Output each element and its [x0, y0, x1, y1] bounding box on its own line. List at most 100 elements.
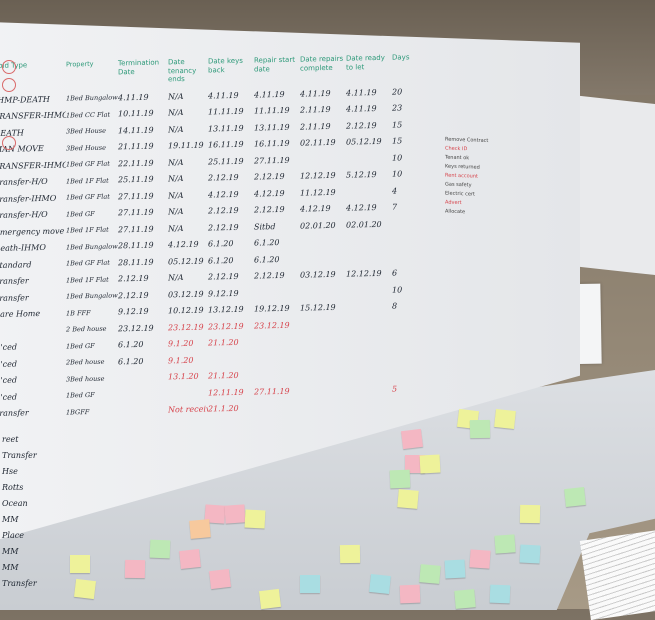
sticky-note [150, 540, 171, 559]
table-cell: 23.12.19 [208, 321, 254, 331]
table-cell [254, 358, 300, 359]
table-cell: 21.1.20 [208, 371, 254, 381]
header-cell: Date ready to let [346, 54, 392, 72]
sticky-note [564, 487, 586, 507]
sticky-note [400, 585, 421, 604]
table-cell: 02.01.20 [346, 219, 392, 229]
table-cell: 2Bed house [66, 358, 118, 367]
side-label: Transfer [2, 448, 37, 464]
table-cell: 4.12.19 [168, 240, 208, 250]
table-cell: Transfer-H/O [0, 177, 66, 188]
sticky-note [494, 534, 515, 553]
table-cell: 27.11.19 [118, 208, 168, 218]
table-cell [346, 356, 392, 357]
side-label: Rotts [2, 480, 37, 496]
sticky-note [420, 454, 441, 473]
table-cell [346, 306, 392, 307]
table-cell [346, 158, 392, 159]
sticky-note [401, 429, 423, 449]
header-cell: Termination Date [118, 58, 168, 76]
table-cell: 1Bed 1F Flat [66, 275, 118, 284]
table-cell [254, 292, 300, 293]
table-cell: Sitbd [254, 221, 300, 231]
table-cell: 4.12.19 [254, 188, 300, 198]
table-cell: 4.12.19 [208, 189, 254, 199]
sticky-note [74, 579, 96, 599]
table-cell [346, 290, 392, 291]
table-cell: Transfer-H/O [0, 210, 66, 221]
table-cell [300, 340, 346, 341]
table-cell: 1Bed Bungalow [66, 292, 118, 301]
right-paper-sheet [572, 95, 655, 275]
table-cell: 4.11.19 [208, 90, 254, 100]
table-cell [300, 324, 346, 325]
header-cell: Repair start date [254, 56, 300, 74]
side-label: MM [2, 560, 37, 576]
table-cell: 6.1.20 [254, 254, 300, 264]
table-cell: 10 [392, 169, 414, 178]
table-cell: 1B FFF [66, 308, 118, 317]
table-cell: 25.11.19 [208, 156, 254, 166]
table-cell [118, 377, 168, 378]
table-cell: 28.11.19 [118, 257, 168, 267]
sticky-note [125, 560, 145, 578]
table-cell: 9.12.19 [208, 288, 254, 298]
table-cell: Transfer [0, 292, 66, 303]
table-cell: 9.12.19 [118, 307, 168, 317]
sticky-note [469, 549, 490, 568]
table-cell [346, 257, 392, 258]
table-cell: D'ced [0, 358, 66, 369]
table-cell: TRANSFER-IHMO [0, 160, 66, 171]
table-cell [254, 341, 300, 342]
table-cell: 15.12.19 [300, 303, 346, 313]
table-cell: Not received [168, 405, 208, 415]
sticky-note [300, 575, 320, 593]
table-cell: 4.11.19 [346, 104, 392, 114]
sticky-note [454, 589, 475, 609]
void-tracking-table: Void Type Property Termination Date Date… [0, 53, 414, 422]
header-cell: Date tenancy ends [168, 58, 208, 84]
table-cell [346, 372, 392, 373]
sticky-note [445, 559, 466, 578]
red-circle-mark [2, 78, 16, 92]
table-cell [300, 390, 346, 391]
table-cell [118, 410, 168, 411]
table-cell: N/A [168, 223, 208, 233]
side-label: MM [2, 544, 37, 560]
table-cell: 16.11.19 [254, 139, 300, 149]
sticky-note [490, 585, 511, 604]
table-cell: 14.11.19 [118, 125, 168, 135]
table-cell: 02.11.19 [300, 138, 346, 148]
table-cell: 2.12.19 [254, 172, 300, 182]
header-cell: Days [392, 53, 414, 62]
table-cell: 10 [392, 153, 414, 162]
table-cell: 4.11.19 [118, 92, 168, 102]
table-cell: 02.01.20 [300, 220, 346, 230]
table-cell [300, 241, 346, 242]
table-cell: D'ced [0, 375, 66, 386]
table-cell: 1Bed GF Flat [66, 259, 118, 268]
table-cell: 3Bed house [66, 374, 118, 383]
table-cell: 5 [392, 384, 414, 393]
table-cell: 4 [392, 186, 414, 195]
table-cell [346, 240, 392, 241]
table-cell: 15 [392, 136, 414, 145]
table-cell [346, 191, 392, 192]
sticky-note [259, 589, 281, 609]
side-label: MM [2, 512, 37, 528]
table-cell: N/A [168, 207, 208, 217]
table-cell: 8 [392, 301, 414, 310]
table-cell: Standard [0, 259, 66, 270]
table-cell: 13.1.20 [168, 372, 208, 382]
table-cell [0, 330, 66, 332]
table-cell: TRANSFER-IHMO [0, 111, 66, 122]
table-cell: Emergency move [0, 226, 66, 237]
table-cell: 15 [392, 120, 414, 129]
table-cell: 11.11.19 [208, 107, 254, 117]
sticky-note [70, 555, 90, 573]
table-cell [300, 357, 346, 358]
table-cell: 28.11.19 [118, 241, 168, 251]
table-cell: Transfer-IHMO [0, 193, 66, 204]
